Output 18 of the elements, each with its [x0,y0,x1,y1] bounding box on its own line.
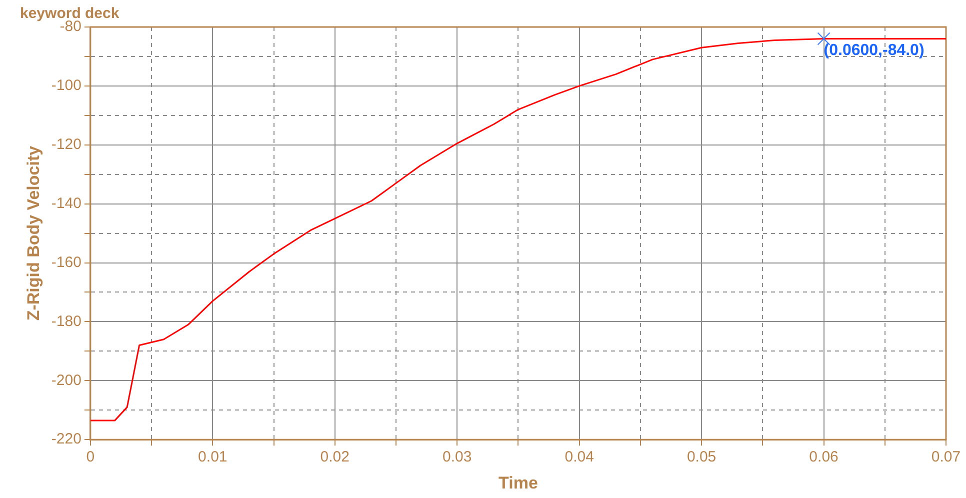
y-tick-label: -180 [51,312,82,330]
y-tick-label: -100 [51,77,82,94]
x-tick-label: 0.02 [320,448,350,466]
x-tick-label: 0.01 [198,448,228,466]
annotation: (0.0600,-84.0) [824,42,924,60]
x-tick-label: 0.03 [442,448,472,466]
y-tick-label: -140 [51,194,82,212]
y-tick-label: -120 [51,136,82,154]
y-tick-label: -220 [51,430,82,448]
x-tick-label: 0 [86,448,95,466]
x-tick-label: 0.04 [564,448,594,466]
y-axis-title: Z-Rigid Body Velocity [24,145,43,321]
x-axis-title: Time [498,473,538,492]
y-tick-label: -200 [51,372,82,389]
x-tick-label: 0.05 [686,448,716,466]
x-tick-label: 0.06 [809,448,838,466]
x-tick-label: 0.07 [931,448,961,466]
y-tick-label: -160 [51,254,82,271]
